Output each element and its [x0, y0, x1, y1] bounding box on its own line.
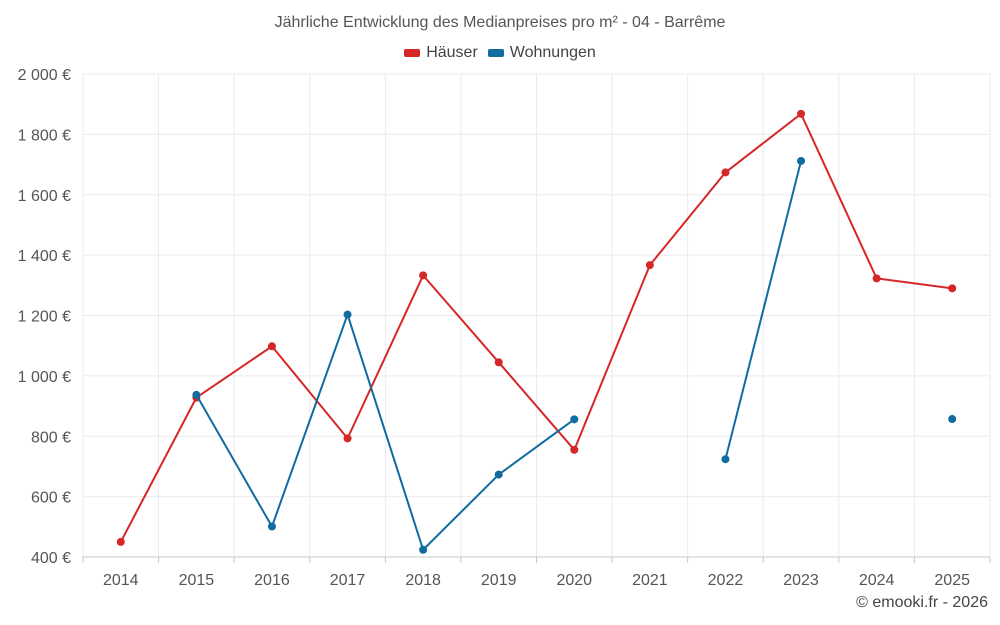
x-tick-label: 2017: [330, 572, 366, 589]
chart-title: Jährliche Entwicklung des Medianpreises …: [274, 14, 726, 31]
data-point-apartments: [570, 415, 579, 424]
series-line-houses: [119, 112, 953, 543]
x-tick-label: 2021: [632, 572, 668, 589]
y-tick-label: 600 €: [31, 490, 71, 507]
x-tick-label: 2016: [254, 572, 290, 589]
data-point-houses: [116, 537, 125, 546]
y-tick-label: 1 800 €: [18, 127, 71, 144]
data-point-houses: [948, 284, 957, 293]
legend: Häuser Wohnungen: [0, 44, 1000, 62]
legend-swatch-apartments: [487, 49, 504, 57]
data-point-houses: [872, 274, 881, 283]
data-point-houses: [645, 261, 654, 270]
legend-label-houses: Häuser: [426, 44, 478, 61]
y-tick-label: 2 000 €: [18, 67, 71, 84]
data-point-houses: [570, 445, 579, 454]
data-point-apartments: [343, 310, 352, 319]
x-tick-label: 2025: [934, 572, 970, 589]
x-tick-label: 2020: [556, 572, 592, 589]
x-tick-label: 2023: [783, 572, 819, 589]
data-point-apartments: [948, 415, 957, 424]
y-tick-label: 400 €: [31, 550, 71, 567]
x-tick-label: 2022: [708, 572, 744, 589]
x-tick-label: 2015: [179, 572, 215, 589]
x-tick-label: 2019: [481, 572, 517, 589]
x-tick-label: 2014: [103, 572, 139, 589]
x-tick-label: 2018: [405, 572, 441, 589]
y-tick-label: 1 600 €: [18, 188, 71, 205]
x-tick-label: 2024: [859, 572, 895, 589]
legend-item-houses[interactable]: Häuser: [404, 44, 478, 62]
data-point-houses: [797, 109, 806, 118]
y-tick-label: 1 200 €: [18, 309, 71, 326]
legend-swatch-houses: [404, 49, 421, 57]
data-point-apartments: [267, 522, 276, 531]
y-tick-label: 1 000 €: [18, 369, 71, 386]
y-tick-label: 1 400 €: [18, 248, 71, 265]
data-point-apartments: [494, 470, 503, 479]
data-point-apartments: [797, 156, 806, 165]
data-point-houses: [343, 434, 352, 443]
data-point-apartments: [192, 390, 201, 399]
legend-item-apartments[interactable]: Wohnungen: [487, 44, 596, 62]
data-point-apartments: [721, 455, 730, 464]
data-point-houses: [267, 342, 276, 351]
data-point-houses: [419, 271, 428, 280]
data-point-apartments: [419, 545, 428, 554]
copyright-notice: © emooki.fr - 2026: [856, 594, 988, 611]
data-point-houses: [721, 168, 730, 177]
y-tick-label: 800 €: [31, 429, 71, 446]
legend-label-apartments: Wohnungen: [509, 44, 596, 61]
data-point-houses: [494, 358, 503, 367]
